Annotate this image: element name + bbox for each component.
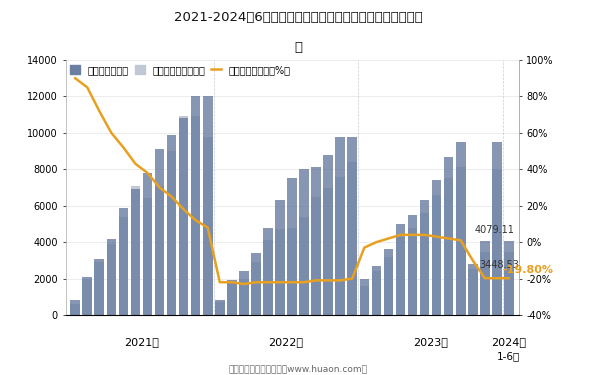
Bar bbox=[191, 117, 200, 315]
Bar bbox=[155, 186, 164, 315]
Text: 2022年: 2022年 bbox=[269, 337, 303, 347]
Bar bbox=[263, 228, 273, 315]
Bar bbox=[347, 162, 357, 315]
Bar bbox=[179, 118, 188, 315]
Bar bbox=[444, 178, 454, 315]
Bar bbox=[95, 262, 104, 315]
Bar bbox=[275, 230, 285, 315]
Bar bbox=[432, 195, 442, 315]
Bar bbox=[371, 271, 381, 315]
Bar bbox=[203, 136, 213, 315]
Bar bbox=[299, 169, 309, 315]
Bar bbox=[70, 300, 80, 315]
Bar bbox=[311, 196, 321, 315]
Bar bbox=[492, 142, 502, 315]
Bar bbox=[191, 96, 200, 315]
Bar bbox=[420, 213, 429, 315]
Text: 3448.53: 3448.53 bbox=[479, 260, 519, 270]
Bar bbox=[251, 262, 260, 315]
Bar bbox=[420, 200, 429, 315]
Bar bbox=[263, 240, 273, 315]
Bar bbox=[95, 258, 104, 315]
Text: 4079.11: 4079.11 bbox=[474, 225, 514, 235]
Bar bbox=[239, 271, 249, 315]
Bar bbox=[468, 270, 477, 315]
Bar bbox=[251, 253, 260, 315]
Bar bbox=[131, 186, 140, 315]
Bar bbox=[287, 228, 297, 315]
Bar bbox=[142, 198, 153, 315]
Text: 2023年: 2023年 bbox=[413, 337, 448, 347]
Bar bbox=[167, 135, 176, 315]
Bar bbox=[492, 169, 502, 315]
Bar bbox=[468, 264, 477, 315]
Bar bbox=[275, 200, 285, 315]
Bar bbox=[299, 217, 309, 315]
Text: 额: 额 bbox=[294, 41, 302, 54]
Bar bbox=[82, 279, 92, 315]
Bar bbox=[227, 282, 237, 315]
Bar bbox=[347, 136, 357, 315]
Bar bbox=[432, 180, 442, 315]
Bar bbox=[456, 168, 465, 315]
Bar bbox=[227, 280, 237, 315]
Bar bbox=[456, 142, 465, 315]
Bar bbox=[239, 279, 249, 315]
Bar bbox=[359, 279, 369, 315]
Bar bbox=[396, 224, 405, 315]
Bar bbox=[167, 151, 176, 315]
Bar bbox=[155, 149, 164, 315]
Text: 2024年: 2024年 bbox=[491, 337, 526, 347]
Bar bbox=[480, 252, 489, 315]
Bar bbox=[119, 207, 128, 315]
Bar bbox=[408, 228, 417, 315]
Text: -19.80%: -19.80% bbox=[503, 265, 554, 274]
Text: 1-6月: 1-6月 bbox=[497, 351, 520, 361]
Bar bbox=[131, 189, 140, 315]
Bar bbox=[107, 238, 116, 315]
Bar bbox=[311, 168, 321, 315]
Bar bbox=[215, 300, 225, 315]
Bar bbox=[359, 286, 369, 315]
Bar bbox=[444, 156, 454, 315]
Bar bbox=[396, 237, 405, 315]
Bar bbox=[371, 266, 381, 315]
Bar bbox=[384, 257, 393, 315]
Bar bbox=[119, 217, 128, 315]
Bar bbox=[336, 177, 345, 315]
Bar bbox=[287, 178, 297, 315]
Text: 制图：华经产业研究院（www.huaon.com）: 制图：华经产业研究院（www.huaon.com） bbox=[228, 364, 368, 373]
Bar bbox=[179, 117, 188, 315]
Text: 2021年: 2021年 bbox=[124, 337, 159, 347]
Bar bbox=[324, 155, 333, 315]
Bar bbox=[215, 302, 225, 315]
Bar bbox=[408, 215, 417, 315]
Bar bbox=[203, 96, 213, 315]
Bar bbox=[82, 277, 92, 315]
Bar bbox=[384, 249, 393, 315]
Bar bbox=[504, 252, 514, 315]
Bar bbox=[142, 173, 153, 315]
Bar bbox=[480, 241, 489, 315]
Legend: 商品房（亿元）, 商品房住宅（亿元）, 商品房销售增速（%）: 商品房（亿元）, 商品房住宅（亿元）, 商品房销售增速（%） bbox=[70, 65, 291, 75]
Bar bbox=[107, 244, 116, 315]
Bar bbox=[324, 188, 333, 315]
Bar bbox=[70, 304, 80, 315]
Bar bbox=[504, 241, 514, 315]
Bar bbox=[336, 136, 345, 315]
Text: 2021-2024年6月山东省房地产商品住宅及商品住宅现房销售: 2021-2024年6月山东省房地产商品住宅及商品住宅现房销售 bbox=[173, 11, 423, 24]
